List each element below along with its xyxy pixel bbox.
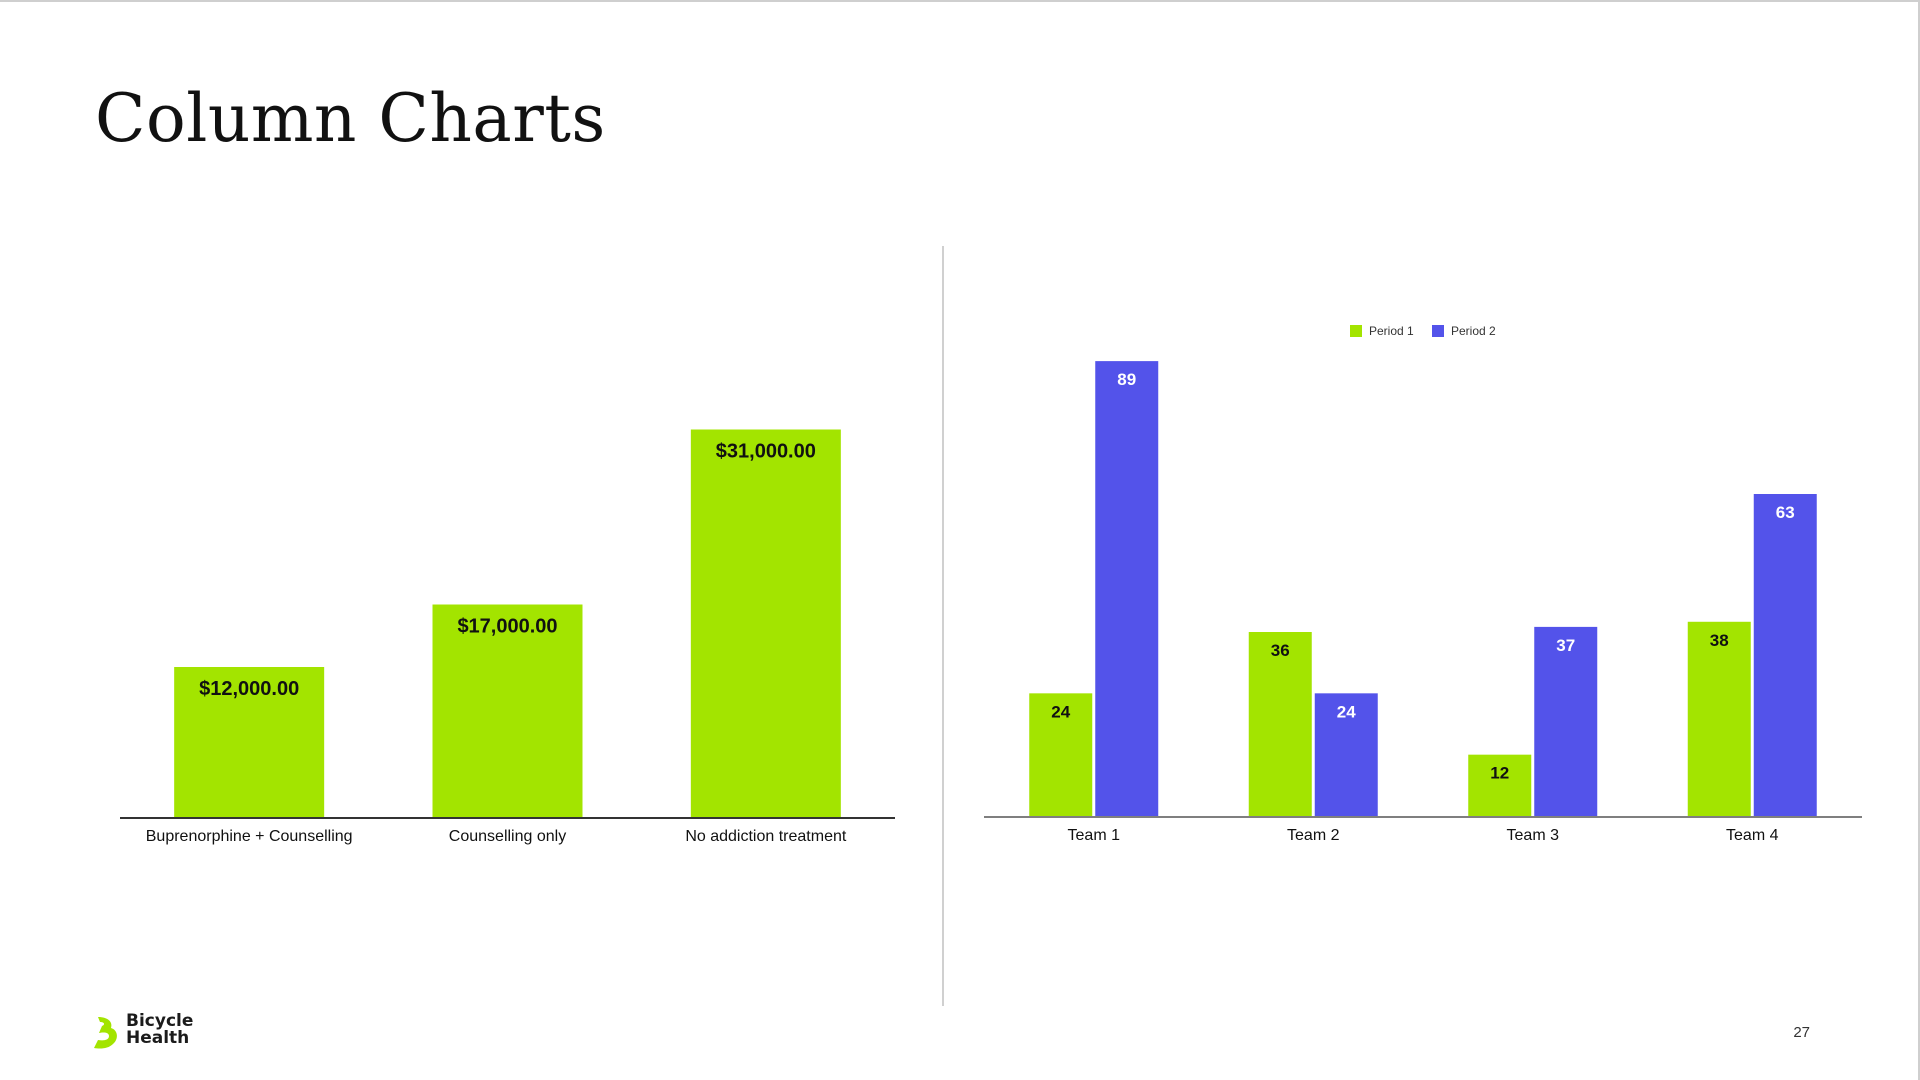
bar-2: [432, 604, 583, 817]
bar-team4-period1: [1687, 621, 1751, 816]
page-number: 27: [1793, 1024, 1810, 1041]
bicycle-logo-icon: [94, 1017, 117, 1049]
logo-wordmark: Bicycle Health: [126, 1013, 206, 1047]
legend-label: Period 1: [1369, 324, 1414, 338]
bar-value-label: $31,000.00: [716, 441, 816, 463]
bar-value-label: 36: [1271, 641, 1290, 660]
bar-3: [690, 429, 841, 817]
x-tick-label: No addiction treatment: [685, 828, 847, 845]
bar-value-label: 38: [1710, 631, 1729, 650]
top-border: [0, 0, 1920, 2]
bar-team1-period1: [1029, 693, 1093, 816]
x-tick-label: Buprenorphine + Counselling: [146, 828, 353, 845]
team-period-column-chart: Period 1 Period 2 24 89 Team 1 36 24 Team 2 12 37…: [984, 324, 1862, 844]
bar-team3-period1: [1468, 754, 1532, 816]
chart-divider: [942, 246, 944, 1006]
slide-title: Column Charts: [95, 80, 606, 157]
cost-column-chart: $12,000.00 Buprenorphine + Counselling $17…: [120, 429, 895, 845]
x-tick-label: Team 4: [1726, 827, 1779, 844]
bar-value-label: 24: [1337, 702, 1356, 721]
x-tick-label: Team 3: [1507, 827, 1560, 844]
logo-text-line2: Health: [126, 1028, 190, 1048]
legend-label: Period 2: [1451, 324, 1496, 338]
bar-value-label: $12,000.00: [199, 678, 299, 700]
bar-1: [174, 667, 325, 817]
bar-team4-period2: [1753, 494, 1817, 816]
bar-team2-period1: [1248, 632, 1312, 816]
bar-team1-period2: [1095, 361, 1159, 816]
legend-swatch-1: [1350, 325, 1362, 337]
x-tick-label: Counselling only: [449, 828, 566, 845]
bar-team2-period2: [1314, 693, 1378, 816]
right-border: [1918, 0, 1920, 1080]
bar-value-label: 63: [1776, 503, 1795, 522]
bar-team3-period2: [1534, 626, 1598, 816]
bar-value-label: 12: [1490, 764, 1509, 783]
logo-text-line1: Bicycle: [126, 1011, 194, 1031]
bicycle-health-logo: Bicycle Health: [92, 1013, 202, 1053]
bar-value-label: 37: [1556, 636, 1575, 655]
x-tick-label: Team 1: [1068, 827, 1121, 844]
legend-swatch-2: [1432, 325, 1444, 337]
bar-value-label: $17,000.00: [457, 616, 557, 638]
bar-value-label: 89: [1117, 370, 1136, 389]
x-tick-label: Team 2: [1287, 827, 1340, 844]
bar-value-label: 24: [1051, 702, 1070, 721]
